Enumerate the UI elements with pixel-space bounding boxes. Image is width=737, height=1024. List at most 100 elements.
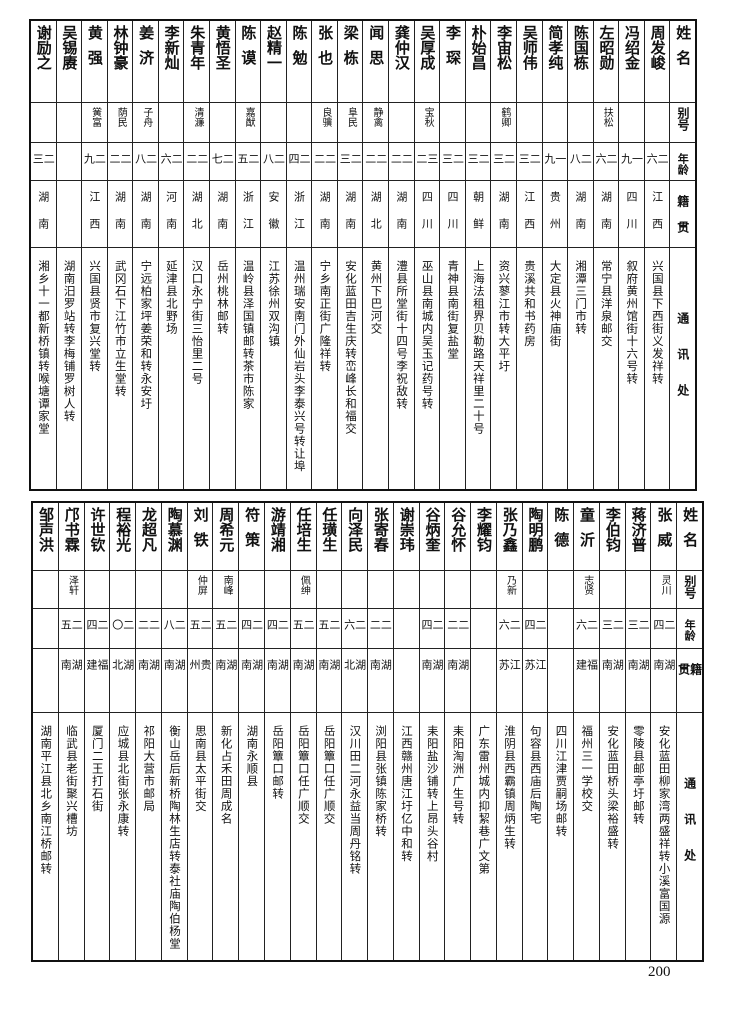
person-age: 二四: [523, 619, 548, 634]
age-cell: 二八: [568, 143, 593, 181]
address-cell: 武冈石下江竹市立生堂转: [108, 248, 133, 489]
address-cell: 湖南平江县北乡南江桥邮转: [33, 713, 58, 960]
person-alias: 黉富: [89, 107, 101, 127]
alias-cell: 阜民: [337, 103, 363, 143]
address-cell: 淮阴县西霸镇周炳生转: [497, 713, 522, 960]
address-cell: 岳阳簟口任广顺交: [291, 713, 316, 960]
person-age: 二二: [368, 619, 393, 634]
person-age: 二三: [338, 153, 363, 168]
person-age: 二五: [316, 619, 341, 634]
header-age-cell: 年龄: [677, 609, 702, 649]
address-cell: 汉川田二河永益当周丹铭转: [342, 713, 367, 960]
person-alias: 良骥: [319, 107, 331, 127]
person-name: 程裕光: [114, 507, 133, 552]
name-cell: 李伯钧: [599, 503, 625, 571]
alias-cell: [393, 571, 419, 609]
alias-cell: [599, 571, 625, 609]
person-name: 童沂: [578, 507, 597, 557]
person-name: 陶慕渊: [165, 507, 184, 552]
alias-cell: [644, 103, 670, 143]
person-address: 衡山岳后新桥陶林生店转泰社庙陶伯杨堂: [168, 725, 183, 950]
name-cell: 周发峻: [644, 21, 670, 103]
name-cell: 谢励之: [30, 21, 56, 103]
address-cell: 湘潭三门市转: [568, 248, 593, 489]
person-column: 黄悟圣 二七 湖南 岳州桃林邮转: [209, 21, 235, 489]
age-cell: 二八: [133, 143, 158, 181]
person-alias: 灵川: [659, 575, 671, 595]
person-address: 祁阳大营市邮局: [142, 725, 157, 813]
name-cell: 张寄春: [368, 503, 393, 571]
person-name: 陈谟: [239, 25, 258, 75]
origin-cell: 朝鲜: [465, 181, 491, 248]
person-address: 安化蓝田柳家湾两盛祥转小溪富国源: [657, 725, 672, 925]
person-name: 林钟豪: [111, 25, 130, 70]
person-address: 汉口永宁街三怡里二号: [190, 260, 205, 385]
header-age-cell: 年龄: [670, 143, 695, 181]
origin-cell: 湖北: [110, 649, 136, 713]
address-cell: 常宁县洋泉邮交: [594, 248, 619, 489]
person-name: 周希元: [217, 507, 236, 552]
person-age: 二四: [419, 619, 444, 634]
person-address: 贵溪共和书药房: [522, 260, 537, 348]
person-column: 吴厚成 宝秋 三二 四川 巫山县南城内吴玉记药号转: [413, 21, 440, 489]
name-cell: 向泽民: [342, 503, 368, 571]
person-column: 谢崇玮 江西赣州唐江圩亿中和转: [392, 503, 419, 960]
header-alias: 别号: [682, 575, 697, 599]
origin-cell: 四川: [619, 181, 644, 248]
header-address-cell: 通讯处: [677, 713, 702, 960]
person-origin: 浙江: [241, 191, 255, 245]
person-address: 安化蓝田桥头梁裕盛转: [606, 725, 621, 850]
age-cell: 二五: [187, 609, 213, 649]
person-address: 湘乡十一都新桥镇转喉塘谭家堂: [37, 260, 51, 435]
person-age: 二五: [235, 153, 260, 168]
person-origin: 湖南: [213, 659, 238, 686]
age-cell: 二三: [625, 609, 651, 649]
person-address: 岳阳簟口任广顺交: [322, 725, 337, 825]
person-column: 蒋济普 二三 湖南 零陵县邮亭圩邮转: [624, 503, 651, 960]
age-cell: 二四: [522, 609, 548, 649]
person-name: 李新灿: [162, 25, 181, 70]
person-alias: 南峰: [221, 575, 233, 595]
person-age: 二二: [389, 153, 414, 168]
age-cell: 二二: [107, 143, 133, 181]
person-alias: 扶松: [601, 107, 613, 127]
address-cell: 岳阳簟口任广顺交: [317, 713, 342, 960]
person-address: 湖南永顺县: [245, 725, 260, 788]
person-age: 二二: [312, 153, 337, 168]
person-column: 谷炳奎 二四 湖南 耒阳盐沙铺转上昂头谷村: [418, 503, 445, 960]
person-column: 冯绍金 一九 四川 叙府黄州馆街十六号转: [618, 21, 644, 489]
age-cell: 二八: [261, 143, 286, 181]
alias-cell: 静禽: [363, 103, 389, 143]
person-age: 二四: [287, 153, 312, 168]
person-name: 刘铁: [191, 507, 210, 557]
address-cell: 安化蓝田柳家湾两盛祥转小溪富国源: [651, 713, 676, 960]
alias-cell: [286, 103, 312, 143]
age-cell: 二六: [593, 143, 619, 181]
person-column: 李新灿 二六 河南 延津县北野场: [157, 21, 184, 489]
age-cell: 二六: [644, 143, 670, 181]
person-origin: 湖南: [162, 659, 187, 686]
header-origin: 籍贯: [675, 195, 690, 247]
person-origin: 江苏: [523, 659, 548, 686]
person-name: 邝书霖: [62, 507, 81, 552]
name-cell: 梁栋: [337, 21, 363, 103]
person-column: 龙超凡 二二 湖南 祁阳大营市邮局: [135, 503, 161, 960]
person-column: 谢励之 二三 湖南 湘乡十一都新桥镇转喉塘谭家堂: [30, 21, 56, 489]
person-alias: 泽轩: [66, 575, 78, 595]
address-cell: 安化蓝田吉生庆转峦峰长和福交: [338, 248, 363, 489]
origin-cell: 湖南: [368, 649, 393, 713]
person-origin: 湖南: [59, 659, 84, 686]
person-origin: 四川: [420, 191, 434, 245]
age-cell: [471, 609, 496, 649]
person-origin: 安徽: [266, 191, 280, 245]
person-age: 二六: [497, 619, 522, 634]
person-name: 梁栋: [341, 25, 360, 75]
person-column: 朴始昌 二三 朝鲜 上海法租界贝勒路天祥里二十号: [464, 21, 491, 489]
alias-cell: [368, 571, 393, 609]
alias-cell: 清濂: [184, 103, 210, 143]
age-cell: 二三: [491, 143, 516, 181]
person-address: 临武县老街聚兴槽坊: [64, 725, 79, 838]
name-cell: 简孝纯: [542, 21, 568, 103]
address-cell: 临武县老街聚兴槽坊: [59, 713, 84, 960]
origin-cell: 湖南: [337, 181, 363, 248]
